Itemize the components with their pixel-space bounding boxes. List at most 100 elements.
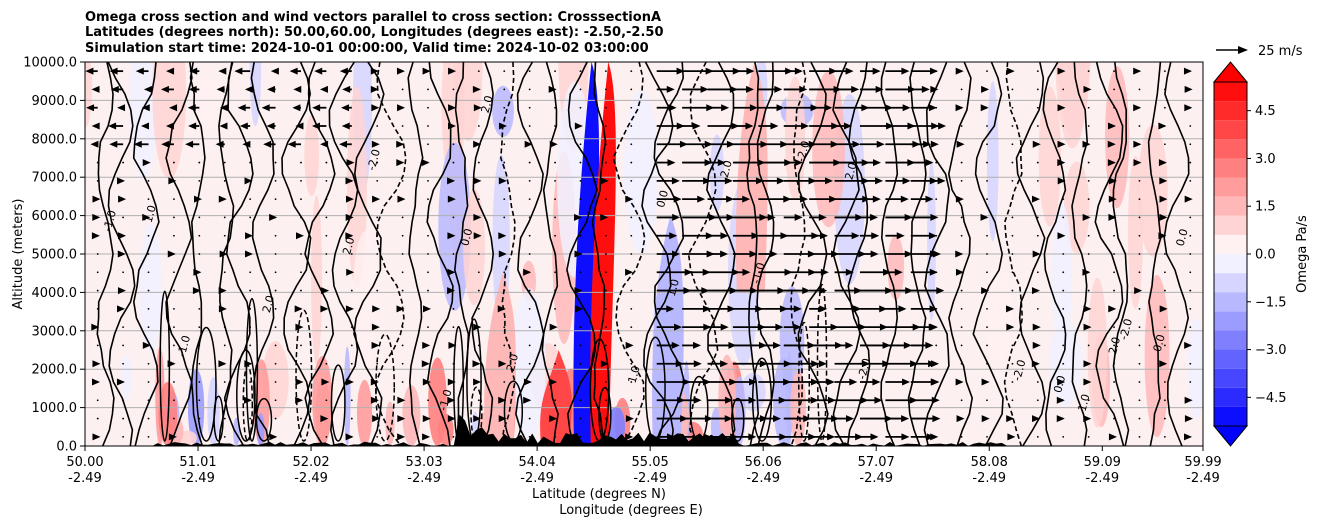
wind-vector-dot bbox=[1087, 435, 1090, 438]
wind-vector-dot bbox=[1113, 70, 1115, 73]
wind-vector-dot bbox=[300, 216, 302, 219]
wind-vector-head bbox=[1006, 67, 1015, 75]
wind-vector-dot bbox=[554, 234, 556, 237]
wind-vector-head bbox=[794, 213, 803, 221]
wind-vector-head bbox=[1158, 232, 1167, 240]
wind-vector-head bbox=[345, 195, 354, 203]
wind-vector-dot bbox=[147, 253, 150, 255]
wind-vector-dot bbox=[604, 271, 607, 274]
wind-vector-head bbox=[1056, 396, 1065, 404]
wind-vector-head bbox=[447, 287, 456, 295]
wind-vector-dot bbox=[274, 198, 277, 201]
wind-vector-head bbox=[292, 104, 301, 112]
wind-vector-head bbox=[472, 85, 481, 93]
colorbar-segment bbox=[1214, 311, 1247, 331]
wind-vector-dot bbox=[300, 198, 302, 201]
wind-vector-dot bbox=[1087, 234, 1090, 237]
wind-vector-dot bbox=[1138, 125, 1141, 127]
wind-vector-dot bbox=[960, 344, 963, 347]
wind-vector-head bbox=[930, 378, 939, 386]
omega-fill-blob bbox=[437, 413, 454, 446]
wind-vector-head bbox=[750, 287, 759, 295]
wind-vector-head bbox=[930, 433, 939, 441]
colorbar-extend-max bbox=[1212, 61, 1249, 83]
wind-vector-dot bbox=[223, 417, 226, 420]
wind-vector-head bbox=[1159, 177, 1168, 185]
wind-vector-head bbox=[673, 195, 682, 203]
wind-vector-dot bbox=[604, 88, 607, 91]
wind-vector-dot bbox=[1011, 143, 1014, 146]
contour-line bbox=[471, 62, 495, 446]
wind-vector-head bbox=[672, 250, 681, 258]
wind-vector-dot bbox=[198, 234, 201, 237]
wind-vector-head bbox=[872, 67, 881, 75]
contour-loop bbox=[245, 297, 259, 442]
wind-vector-head bbox=[929, 305, 938, 313]
wind-vector-head bbox=[717, 159, 726, 167]
omega-fill-blob bbox=[1137, 124, 1168, 257]
wind-vector-dot bbox=[554, 399, 556, 402]
wind-vector-head bbox=[498, 232, 507, 240]
colorbar-tick-label: −3.0 bbox=[1255, 343, 1287, 358]
wind-vector-dot bbox=[300, 161, 302, 164]
wind-vector-head bbox=[778, 396, 787, 404]
wind-vector-dot bbox=[198, 179, 201, 182]
wind-vector-head bbox=[818, 360, 827, 368]
wind-vector-head bbox=[751, 232, 760, 240]
wind-vector-head bbox=[726, 195, 735, 203]
x-axis: 50.00-2.4951.01-2.4952.02-2.4953.03-2.49… bbox=[66, 446, 1222, 486]
wind-vector-head bbox=[85, 67, 94, 75]
y-tick-label: 1000.0 bbox=[32, 401, 78, 416]
wind-vector-dot bbox=[427, 179, 429, 182]
wind-vector-head bbox=[295, 232, 304, 240]
wind-vector-head bbox=[625, 341, 634, 349]
wind-vector-dot bbox=[223, 399, 226, 402]
wind-vector-dot bbox=[147, 381, 150, 383]
wind-vector-dot bbox=[1163, 381, 1166, 383]
wind-vector-dot bbox=[1113, 234, 1115, 237]
wind-vector-dot bbox=[249, 344, 252, 347]
wind-vector-head bbox=[92, 433, 101, 441]
wind-vector-head bbox=[339, 140, 348, 148]
wind-vector-head bbox=[448, 67, 457, 75]
wind-vector-dot bbox=[274, 271, 277, 274]
wind-vector-head bbox=[295, 396, 304, 404]
wind-vector-head bbox=[749, 250, 758, 258]
wind-vector-dot bbox=[198, 161, 201, 164]
wind-vector-dot bbox=[1138, 399, 1141, 402]
wind-vector-head bbox=[1108, 433, 1117, 441]
wind-vector-head bbox=[1057, 67, 1066, 75]
wind-vector-head bbox=[600, 177, 609, 185]
wind-vector-dot bbox=[198, 399, 201, 402]
wind-vector-dot bbox=[300, 362, 302, 365]
wind-vector-head bbox=[720, 232, 729, 240]
wind-vector-dot bbox=[1113, 417, 1115, 420]
wind-vector-dot bbox=[630, 216, 633, 219]
wind-vector-head bbox=[523, 268, 532, 276]
wind-vector-head bbox=[86, 104, 95, 112]
wind-vector-head bbox=[845, 67, 854, 75]
colorbar-segment bbox=[1214, 368, 1247, 388]
wind-vector-head bbox=[371, 341, 380, 349]
wind-vector-head bbox=[244, 250, 253, 258]
wind-vector-head bbox=[742, 195, 751, 203]
wind-vector-dot bbox=[1138, 271, 1141, 274]
wind-vector-head bbox=[669, 232, 678, 240]
contour-label: -2.0 bbox=[365, 148, 383, 172]
wind-vector-dot bbox=[401, 125, 404, 127]
omega-fill-blob bbox=[1038, 86, 1062, 227]
wind-vector-head bbox=[319, 85, 328, 93]
wind-vector-head bbox=[925, 195, 934, 203]
wind-vector-dot bbox=[274, 161, 277, 164]
wind-vector-head bbox=[165, 122, 174, 130]
wind-vector-head bbox=[269, 213, 278, 221]
wind-vector-head bbox=[1057, 232, 1066, 240]
wind-vector-dot bbox=[147, 399, 150, 402]
wind-vector-dot bbox=[630, 125, 633, 127]
wind-vector-dot bbox=[1011, 106, 1014, 109]
wind-vector-head bbox=[870, 250, 879, 258]
wind-vector-dot bbox=[579, 326, 582, 329]
wind-vector-dot bbox=[325, 161, 328, 164]
wind-vector-head bbox=[720, 360, 729, 368]
wind-vector-head bbox=[1057, 177, 1066, 185]
